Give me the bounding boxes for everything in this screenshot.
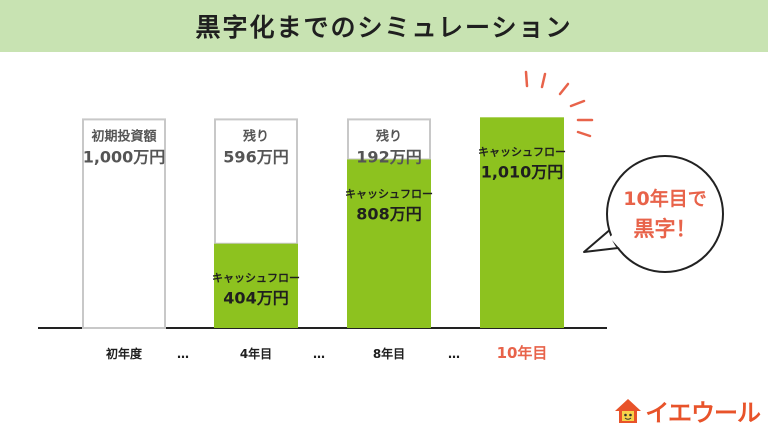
callout-line-1: 10年目で: [623, 187, 706, 210]
remaining-bar: [214, 118, 298, 245]
bar-upper-label: 初期投資額: [91, 128, 156, 144]
bar-cashflow-value: 404万円: [223, 289, 288, 308]
bar-cashflow-value: 808万円: [356, 204, 421, 223]
bar-cashflow-label: キャッシュフロー: [212, 272, 300, 285]
burst-line: [569, 99, 586, 108]
bar-upper-value: 596万円: [223, 147, 288, 166]
speech-bubble: [606, 155, 724, 273]
bar-upper-value: 1,000万円: [83, 147, 166, 166]
ellipsis-label: …: [448, 347, 460, 361]
ellipsis-label: …: [177, 347, 189, 361]
cashflow-bar: [480, 117, 564, 329]
bar-cashflow-label: キャッシュフロー: [345, 187, 433, 200]
house-icon: [615, 398, 642, 423]
callout-line-2: 黒字！: [634, 217, 697, 241]
bar-upper-label: 残り: [243, 128, 269, 144]
cashflow-bar: [347, 159, 431, 328]
remaining-bar: [82, 118, 166, 330]
category-label: 4年目: [240, 346, 272, 361]
title-bar: 黒字化までのシミュレーション: [0, 0, 768, 52]
remaining-bar: [347, 118, 431, 161]
burst-line: [540, 72, 547, 89]
bar-upper-value: 192万円: [356, 147, 421, 166]
logo-text: イエウール: [645, 399, 761, 427]
category-label: 10年目: [497, 344, 548, 362]
category-label: 初年度: [106, 346, 143, 361]
cashflow-bar: [214, 243, 298, 328]
logo: イエウール: [613, 393, 761, 428]
bubble-seam: [609, 234, 622, 248]
bar-upper-label: 残り: [376, 128, 402, 144]
burst-line: [524, 70, 529, 88]
category-label: 8年目: [373, 346, 405, 361]
page-title: 黒字化までのシミュレーション: [195, 13, 573, 42]
burst-line: [558, 82, 570, 96]
bar-cashflow-label: キャッシュフロー: [478, 145, 566, 158]
burst-line: [576, 130, 592, 138]
ellipsis-label: …: [313, 347, 325, 361]
bar-cashflow-value: 1,010万円: [481, 162, 564, 181]
